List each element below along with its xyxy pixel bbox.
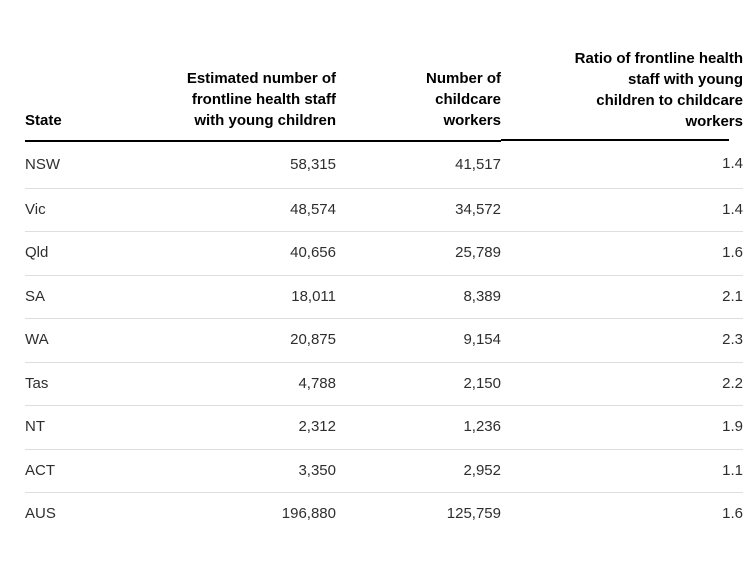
health-staff-cell: 3,350	[125, 449, 336, 493]
table-row-nt: NT 2,312 1,236 1.9	[25, 405, 743, 450]
table-row-wa: WA 20,875 9,154 2.3	[25, 318, 743, 363]
state-cell: Tas	[25, 362, 125, 406]
health-staff-cell: 2,312	[125, 405, 336, 450]
childcare-workers-cell: 41,517	[336, 141, 501, 189]
col-header-childcare-workers: Number of childcare workers	[336, 46, 501, 142]
col-header-ratio: Ratio of frontline health staff with you…	[501, 46, 743, 141]
table-row-tas: Tas 4,788 2,150 2.2	[25, 362, 743, 406]
health-staff-cell: 196,880	[281, 505, 336, 523]
state-cell: NSW	[25, 141, 125, 189]
table-row-sa: SA 18,011 8,389 2.1	[25, 275, 743, 319]
health-staff-cell: 18,011	[125, 275, 336, 319]
state-cell: SA	[25, 275, 125, 319]
state-cell: WA	[25, 318, 125, 363]
ratio-cell: 2.2	[501, 362, 743, 406]
health-staff-cell: 58,315	[125, 141, 336, 189]
state-cell: Qld	[25, 231, 125, 276]
frontline-health-vs-childcare-table: State Estimated number of frontline heal…	[25, 46, 743, 536]
ratio-cell: 1.6	[722, 505, 743, 523]
state-cell: NT	[25, 405, 125, 450]
childcare-workers-cell: 34,572	[336, 188, 501, 232]
header-row: State Estimated number of frontline heal…	[25, 46, 743, 142]
table-row-aus: AUS 196,880 125,759 1.6	[25, 493, 743, 536]
ratio-cell: 1.6	[501, 231, 743, 276]
health-staff-cell: 20,875	[125, 318, 336, 363]
ratio-cell: 1.4	[501, 188, 743, 232]
ratio-cell: 1.1	[501, 449, 743, 493]
health-staff-cell: 40,656	[125, 231, 336, 276]
childcare-workers-cell: 9,154	[336, 318, 501, 363]
state-cell: AUS	[25, 505, 56, 523]
ratio-cell: 1.9	[501, 405, 743, 450]
state-cell: Vic	[25, 188, 125, 232]
health-staff-cell: 48,574	[125, 188, 336, 232]
ratio-cell: 2.3	[501, 318, 743, 363]
childcare-workers-cell: 125,759	[446, 505, 501, 523]
childcare-workers-cell: 1,236	[336, 405, 501, 450]
ratio-cell: 1.4	[501, 141, 743, 189]
col-header-health-staff: Estimated number of frontline health sta…	[125, 46, 336, 142]
table-row-act: ACT 3,350 2,952 1.1	[25, 449, 743, 493]
table-row-nsw: NSW 58,315 41,517 1.4	[25, 141, 743, 189]
childcare-workers-cell: 25,789	[336, 231, 501, 276]
table-row-qld: Qld 40,656 25,789 1.6	[25, 231, 743, 276]
childcare-workers-cell: 2,952	[336, 449, 501, 493]
childcare-workers-cell: 8,389	[336, 275, 501, 319]
health-staff-cell: 4,788	[125, 362, 336, 406]
table-header: State Estimated number of frontline heal…	[25, 46, 743, 142]
ratio-table-container: State Estimated number of frontline heal…	[25, 46, 743, 536]
state-cell: ACT	[25, 449, 125, 493]
table-body: NSW 58,315 41,517 1.4 Vic 48,574 34,572 …	[25, 141, 743, 536]
childcare-workers-cell: 2,150	[336, 362, 501, 406]
table-row-vic: Vic 48,574 34,572 1.4	[25, 188, 743, 232]
ratio-cell: 2.1	[501, 275, 743, 319]
col-header-state: State	[25, 46, 125, 142]
